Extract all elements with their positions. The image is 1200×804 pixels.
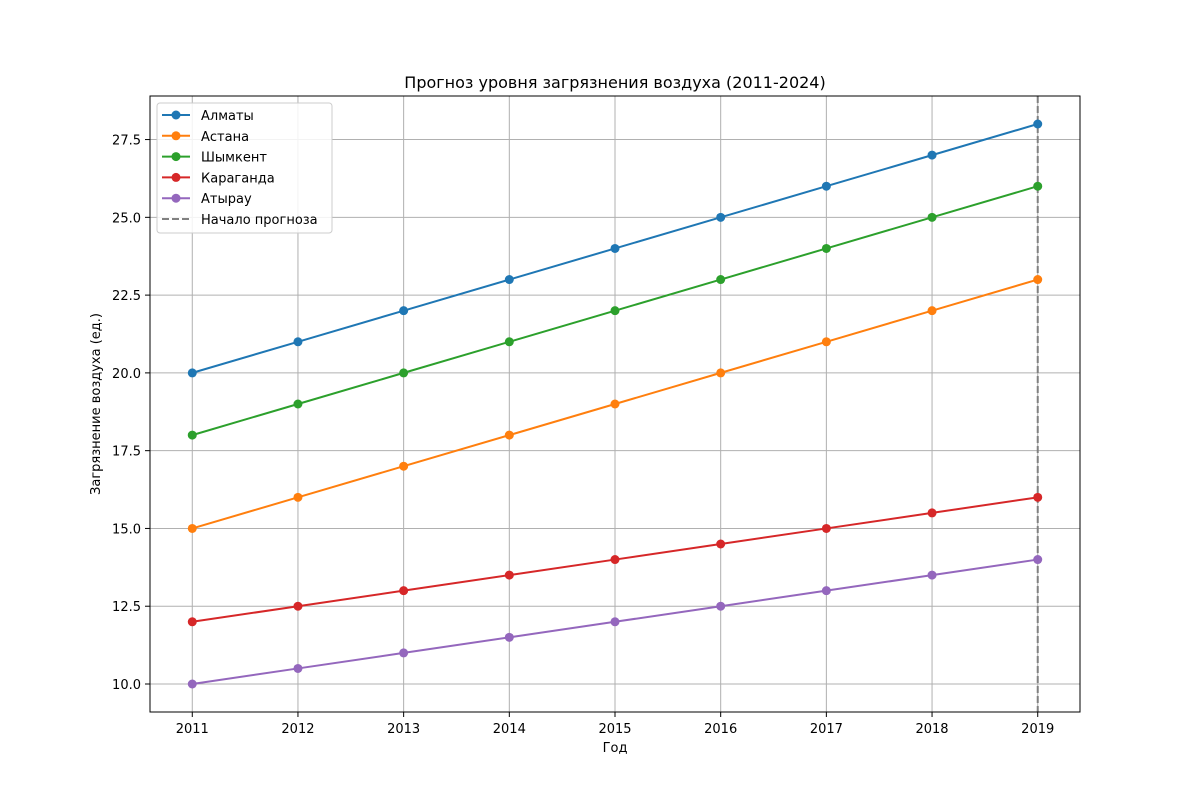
data-point [187, 679, 197, 689]
y-tick-label: 25.0 [112, 211, 141, 226]
legend-entry: Караганда [162, 171, 275, 186]
plot-frame [149, 95, 1081, 713]
data-point [504, 632, 514, 642]
data-point [821, 181, 831, 191]
legend-label: Алматы [201, 109, 254, 124]
data-point [293, 492, 303, 502]
data-point [504, 570, 514, 580]
legend-entry: Атырау [162, 192, 252, 207]
data-point [610, 306, 620, 316]
series-5 [187, 555, 1043, 689]
x-ticks-layer: 2011 2012 2013 2014 2015 2016 2017 2018 2019 [176, 712, 1054, 737]
data-point [1033, 555, 1043, 565]
data-point [293, 337, 303, 347]
y-tick-label: 27.5 [112, 134, 141, 149]
data-point [927, 570, 937, 580]
legend: Алматы Астана Шымкент Караганда Атырау Начало… [156, 102, 333, 234]
data-point [293, 399, 303, 409]
legend-entry: Начало прогноза [162, 213, 318, 228]
x-tick-label: 2018 [915, 722, 948, 737]
data-point [187, 523, 197, 533]
x-tick-label: 2016 [704, 722, 737, 737]
y-tick-label: 20.0 [112, 367, 141, 382]
legend-marker [171, 110, 181, 120]
y-tick-label: 22.5 [112, 289, 141, 304]
series-2 [187, 275, 1043, 533]
data-point [1033, 119, 1043, 129]
legend-label: Астана [201, 130, 249, 145]
legend-label: Начало прогноза [201, 213, 318, 228]
series-1 [187, 119, 1043, 378]
series-3 [187, 181, 1043, 440]
data-point [504, 337, 514, 347]
x-axis-label: Год [603, 741, 628, 756]
data-point [716, 601, 726, 611]
legend-items: Алматы Астана Шымкент Караганда Атырау Начало… [162, 109, 318, 228]
legend-label: Караганда [201, 171, 275, 186]
data-point [399, 368, 409, 378]
data-point [187, 430, 197, 440]
data-point [716, 275, 726, 285]
data-point [1033, 181, 1043, 191]
data-point [821, 586, 831, 596]
data-point [821, 337, 831, 347]
data-point [1033, 275, 1043, 285]
series-4 [187, 492, 1043, 627]
data-point [716, 212, 726, 222]
data-point [927, 150, 937, 160]
chart-title: Прогноз уровня загрязнения воздуха (2011… [404, 73, 825, 92]
legend-entry: Шымкент [162, 151, 267, 166]
legend-label: Шымкент [201, 151, 267, 166]
data-point [399, 586, 409, 596]
x-tick-label: 2017 [810, 722, 843, 737]
data-point [293, 601, 303, 611]
x-tick-label: 2014 [493, 722, 526, 737]
data-point [1033, 492, 1043, 502]
data-point [716, 539, 726, 549]
x-tick-label: 2012 [281, 722, 314, 737]
data-point [821, 243, 831, 253]
data-point [610, 399, 620, 409]
legend-entry: Астана [162, 130, 249, 145]
data-point [293, 663, 303, 673]
x-tick-label: 2019 [1021, 722, 1054, 737]
y-ticks-layer: 10.0 12.5 15.0 17.5 20.0 22.5 25.0 27.5 [112, 134, 150, 693]
data-point [821, 523, 831, 533]
y-tick-label: 10.0 [112, 678, 141, 693]
data-point [610, 555, 620, 565]
y-tick-label: 15.0 [112, 522, 141, 537]
data-point [399, 306, 409, 316]
x-tick-label: 2013 [387, 722, 420, 737]
data-point [927, 306, 937, 316]
y-tick-label: 17.5 [112, 445, 141, 460]
data-point [187, 617, 197, 627]
legend-marker [171, 193, 181, 203]
data-point [927, 508, 937, 518]
data-point [504, 275, 514, 285]
grid-layer [150, 96, 1080, 712]
legend-marker [171, 152, 181, 162]
data-point [610, 243, 620, 253]
series-layer [187, 119, 1043, 689]
y-axis-label: Загрязнение воздуха (ед.) [89, 313, 104, 495]
legend-box [156, 102, 333, 234]
y-tick-label: 12.5 [112, 600, 141, 615]
data-point [716, 368, 726, 378]
data-point [399, 461, 409, 471]
data-point [399, 648, 409, 658]
data-point [927, 212, 937, 222]
x-tick-label: 2015 [598, 722, 631, 737]
x-tick-label: 2011 [176, 722, 209, 737]
legend-label: Атырау [201, 192, 252, 207]
legend-marker [171, 172, 181, 182]
legend-entry: Алматы [162, 109, 254, 124]
data-point [504, 430, 514, 440]
data-point [610, 617, 620, 627]
legend-marker [171, 131, 181, 141]
data-point [187, 368, 197, 378]
